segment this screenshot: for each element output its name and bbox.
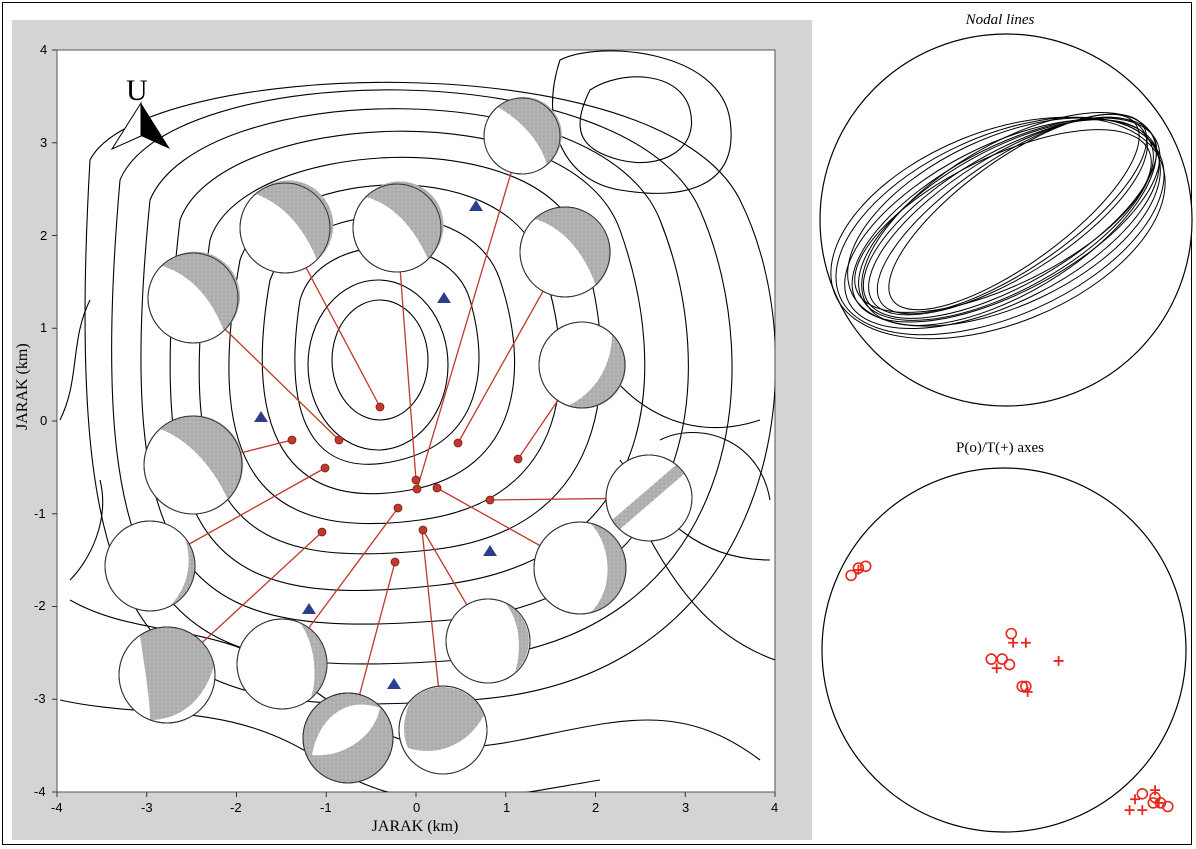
station-triangle-icon [437,292,451,303]
y-tick-label: 2 [40,228,48,243]
event-marker [390,557,400,567]
beachballs [104,96,693,784]
pt-axis-marks [845,560,1174,816]
event-marker [334,435,344,445]
beachball [352,181,444,273]
y-tick-label: -1 [34,506,46,521]
event-marker [375,402,385,412]
x-tick-label: 1 [503,800,511,815]
beachball [104,520,196,612]
t-axis-marker [1053,655,1064,666]
north-label: U [126,74,148,107]
x-tick-label: 3 [682,800,690,815]
y-tick-label: 4 [40,42,48,57]
x-tick-label: -1 [320,800,332,815]
beachball [533,521,627,615]
beachball [445,598,531,684]
y-tick-label: -2 [34,598,46,613]
t-axis-marker [1124,805,1135,816]
x-tick-label: 0 [413,800,421,815]
event-marker [453,438,463,448]
beachball [605,454,693,542]
x-axis-label: JARAK (km) [371,818,459,835]
beachball [239,180,334,274]
event-marker [418,525,428,535]
y-tick-label: -3 [34,691,46,706]
p-axis-marker [1005,627,1018,640]
event-markers [287,402,523,567]
event-marker [287,435,297,445]
station-markers [254,200,497,689]
t-axis-marker [1020,637,1031,648]
p-axis-marker [1016,680,1029,693]
event-marker [411,475,421,485]
p-axis-marker [859,560,872,573]
station-triangle-icon [483,545,497,556]
p-axis-marker [1162,800,1174,813]
p-axis-marker [1003,658,1016,671]
t-axis-marker [1137,805,1148,816]
beachball [302,692,394,784]
beachball [236,618,328,710]
p-axis-marker [845,569,857,582]
event-marker [320,463,330,473]
beachball [118,626,216,724]
y-tick-label: 0 [40,413,48,428]
x-tick-label: 4 [771,800,779,815]
t-axis-marker [1008,637,1019,648]
beachball [143,415,244,515]
beachball [483,96,562,175]
p-axis-marker [1136,787,1149,800]
nodal-lines-stereonet [819,33,1193,407]
event-marker [317,527,327,537]
event-marker [393,503,403,513]
station-triangle-icon [469,200,483,211]
event-marker [432,483,442,493]
t-axis-marker [853,564,864,575]
event-marker [412,484,422,494]
pt-axes-stereonet [821,467,1187,833]
beachball [519,206,611,298]
axis-ticks [52,49,776,797]
t-axis-marker [1022,686,1033,697]
t-axis-marker [1150,785,1161,796]
station-triangle-icon [302,603,316,614]
t-axis-marker [1153,797,1164,808]
x-tick-label: -4 [51,800,63,815]
t-axis-marker [991,663,1002,674]
event-marker [513,454,523,464]
y-axis-label: JARAK (km) [14,343,31,430]
y-tick-label: -4 [34,784,46,799]
beachball [538,321,626,409]
x-tick-label: -2 [230,800,242,815]
p-axis-marker [985,653,998,665]
north-arrow-icon [110,101,170,151]
y-tick-label: 1 [40,320,48,335]
nodal-lines-title: Nodal lines [965,12,1035,28]
p-axis-marker [996,653,1008,665]
beachball [398,685,488,775]
y-tick-label: 3 [40,135,48,150]
station-triangle-icon [387,678,401,689]
station-triangle-icon [254,411,268,422]
x-tick-label: -3 [141,800,153,815]
x-tick-label: 2 [592,800,600,815]
t-axis-marker [1130,794,1141,805]
beachball [147,251,241,344]
event-marker [485,495,495,505]
pt-axes-title: P(o)/T(+) axes [955,440,1044,456]
